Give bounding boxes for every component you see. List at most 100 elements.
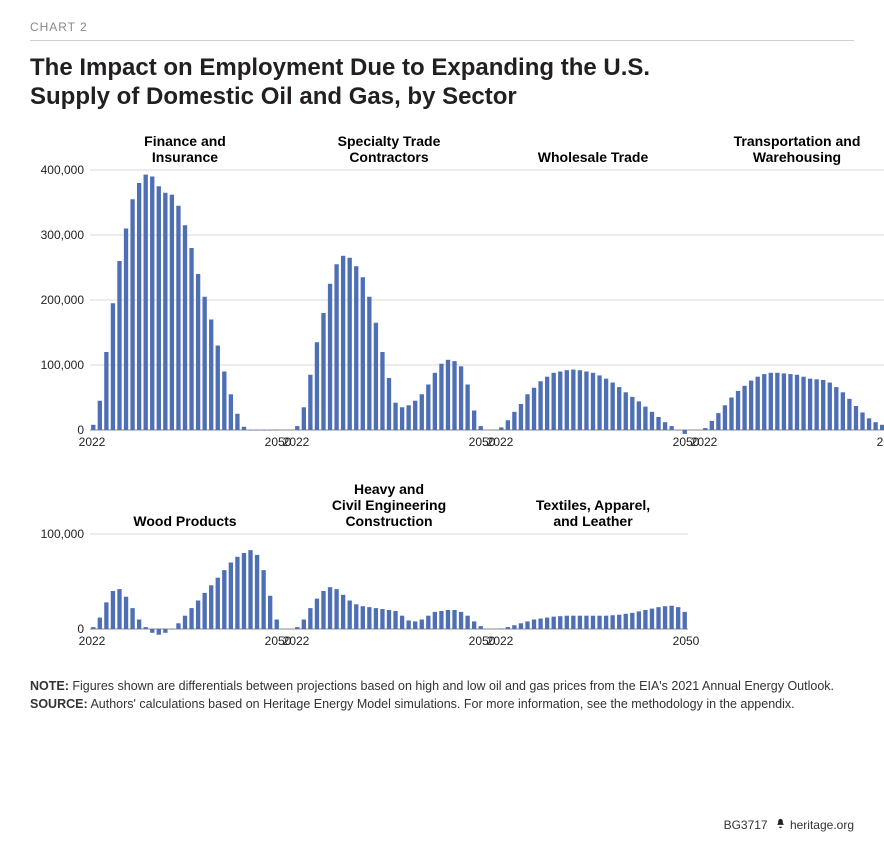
svg-text:2022: 2022: [79, 435, 106, 449]
bar: [439, 363, 443, 429]
bar: [723, 405, 727, 430]
bar: [295, 627, 299, 629]
bar: [452, 361, 456, 430]
bar: [170, 194, 174, 429]
bar: [170, 629, 174, 630]
bar: [98, 400, 102, 429]
bar: [736, 391, 740, 430]
bar: [400, 615, 404, 628]
bar: [124, 596, 128, 628]
note-line: NOTE: Figures shown are differentials be…: [30, 677, 854, 695]
bar: [459, 366, 463, 430]
bar: [479, 626, 483, 629]
panel-title: Finance and: [144, 133, 226, 149]
bar: [308, 608, 312, 629]
panel-title: Contractors: [349, 149, 429, 165]
bar: [334, 264, 338, 430]
bar: [578, 370, 582, 430]
bar: [703, 428, 707, 430]
bar: [315, 598, 319, 628]
bar: [275, 619, 279, 629]
bar: [710, 420, 714, 429]
bar: [650, 608, 654, 628]
bar: [163, 192, 167, 429]
bar: [782, 373, 786, 430]
bar: [669, 426, 673, 430]
bar: [446, 359, 450, 429]
bar: [538, 618, 542, 628]
small-multiples-chart: 0100,000200,000300,000400,000Finance and…: [30, 126, 884, 649]
svg-text:2050: 2050: [673, 634, 700, 648]
bar: [610, 382, 614, 429]
chart-eyebrow: CHART 2: [30, 20, 854, 34]
bar: [124, 228, 128, 430]
bar: [512, 411, 516, 429]
bar: [189, 608, 193, 629]
bar: [683, 611, 687, 628]
bar: [387, 610, 391, 629]
bar: [465, 384, 469, 430]
bar: [545, 617, 549, 628]
bar: [545, 376, 549, 429]
bar: [716, 413, 720, 430]
bar: [801, 376, 805, 429]
bar: [308, 374, 312, 429]
bar: [150, 629, 154, 633]
svg-text:2022: 2022: [283, 634, 310, 648]
bar: [321, 591, 325, 629]
bar: [663, 422, 667, 430]
bar: [367, 607, 371, 629]
bar: [597, 375, 601, 430]
bar: [459, 611, 463, 628]
bar: [137, 183, 141, 430]
svg-text:2022: 2022: [487, 435, 514, 449]
bar: [268, 430, 272, 431]
source-label: SOURCE:: [30, 697, 88, 711]
bar: [202, 592, 206, 628]
bar: [558, 371, 562, 430]
bar: [328, 283, 332, 429]
bar: [420, 619, 424, 629]
bar: [380, 352, 384, 430]
bar: [439, 610, 443, 628]
doc-id: BG3717: [724, 818, 768, 832]
bar: [637, 401, 641, 430]
bar: [354, 266, 358, 430]
bar: [295, 426, 299, 430]
bar: [209, 585, 213, 629]
bar: [255, 554, 259, 628]
bar: [769, 372, 773, 429]
bar: [275, 430, 279, 431]
bar: [656, 417, 660, 430]
panel-title: Specialty Trade: [338, 133, 441, 149]
bar: [841, 392, 845, 430]
bar: [91, 424, 95, 429]
bar: [643, 610, 647, 629]
bar: [117, 261, 121, 430]
bar: [880, 424, 884, 429]
chart-page: CHART 2 The Impact on Employment Due to …: [0, 0, 884, 846]
svg-text:2050: 2050: [877, 435, 884, 449]
bar: [334, 589, 338, 629]
svg-text:400,000: 400,000: [41, 163, 85, 177]
bar: [610, 615, 614, 629]
bar: [472, 621, 476, 629]
bar: [242, 553, 246, 629]
bar: [183, 225, 187, 430]
svg-text:100,000: 100,000: [41, 358, 85, 372]
bar: [98, 617, 102, 628]
bar: [584, 371, 588, 430]
bar: [756, 376, 760, 429]
bar: [729, 397, 733, 430]
bar: [302, 619, 306, 629]
bar: [400, 407, 404, 430]
svg-text:2022: 2022: [79, 634, 106, 648]
bar: [472, 410, 476, 430]
bar: [315, 342, 319, 430]
bar: [663, 606, 667, 629]
bar: [328, 587, 332, 629]
bar: [624, 613, 628, 628]
bar: [189, 248, 193, 430]
bar: [630, 396, 634, 429]
bar: [216, 345, 220, 430]
